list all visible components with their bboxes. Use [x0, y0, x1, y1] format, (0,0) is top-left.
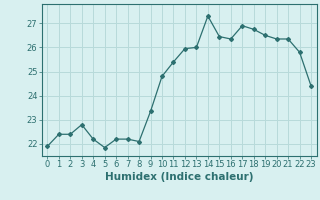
X-axis label: Humidex (Indice chaleur): Humidex (Indice chaleur)	[105, 172, 253, 182]
